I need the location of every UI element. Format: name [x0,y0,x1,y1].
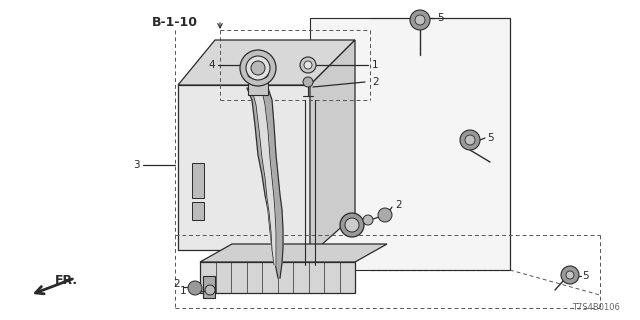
Circle shape [304,61,312,69]
Text: 5: 5 [437,13,444,23]
Circle shape [363,215,373,225]
Bar [248,65,268,95]
Polygon shape [247,88,283,278]
Circle shape [340,213,364,237]
Polygon shape [178,85,310,275]
Text: 5: 5 [487,133,493,143]
Text: 4: 4 [209,60,215,70]
Circle shape [188,281,202,295]
Circle shape [205,285,215,295]
Text: T7S4B0106: T7S4B0106 [572,302,620,311]
Circle shape [561,266,579,284]
Text: 1: 1 [372,60,379,70]
Circle shape [246,56,270,80]
Bar [192,163,204,198]
Circle shape [410,10,430,30]
Bar [192,202,204,220]
Polygon shape [310,18,510,270]
Circle shape [300,57,316,73]
Polygon shape [203,276,215,298]
Ellipse shape [248,71,268,79]
Text: 2: 2 [395,200,402,210]
Text: B-1-10: B-1-10 [152,15,198,28]
Text: 1: 1 [179,286,186,296]
Circle shape [240,50,276,86]
Text: 5: 5 [582,271,589,281]
Circle shape [345,218,359,232]
Text: 1: 1 [385,210,392,220]
Circle shape [415,15,425,25]
Circle shape [251,61,265,75]
Polygon shape [178,40,355,85]
Circle shape [378,208,392,222]
Polygon shape [252,90,276,265]
Circle shape [303,77,313,87]
Polygon shape [310,40,355,255]
Polygon shape [200,262,355,293]
Circle shape [566,271,574,279]
Text: 2: 2 [372,77,379,87]
Circle shape [465,135,475,145]
Text: 2: 2 [173,279,180,289]
Text: 3: 3 [133,160,140,170]
Polygon shape [200,244,387,262]
Text: FR.: FR. [55,274,78,286]
Circle shape [460,130,480,150]
